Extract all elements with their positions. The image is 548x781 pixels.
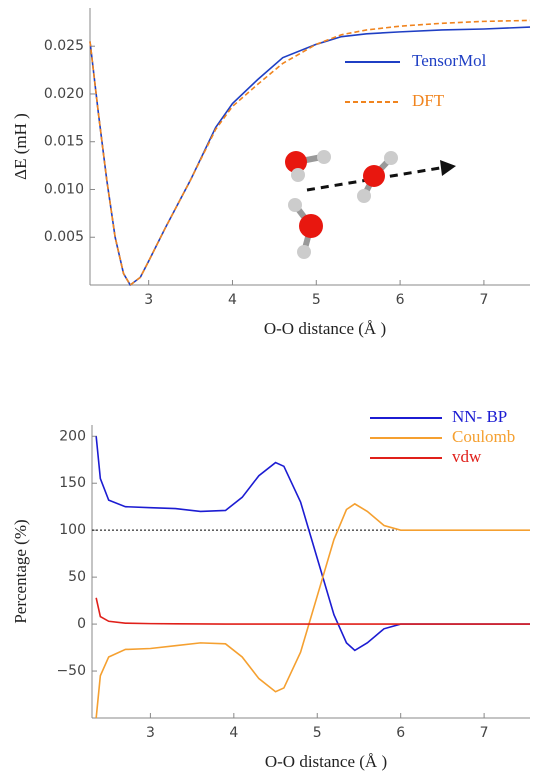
y-tick-label: 0.010 xyxy=(44,181,84,197)
series-line xyxy=(95,436,530,652)
y-tick-label: 0.025 xyxy=(44,38,84,54)
y-tick-label: 0.015 xyxy=(44,134,84,150)
x-tick-label: 5 xyxy=(313,725,322,741)
x-axis-label: O-O distance (Å ) xyxy=(264,319,386,338)
y-tick-label: 50 xyxy=(68,569,86,585)
x-tick-label: 7 xyxy=(480,725,489,741)
y-tick-label: 0 xyxy=(77,616,86,632)
series-line xyxy=(89,19,531,287)
x-tick-label: 5 xyxy=(312,292,321,308)
x-tick-label: 4 xyxy=(229,725,238,741)
series-line xyxy=(95,502,530,719)
x-tick-label: 4 xyxy=(228,292,237,308)
x-tick-label: 3 xyxy=(144,292,153,308)
legend-label: vdw xyxy=(452,447,482,466)
y-axis-label: ΔE (mH ) xyxy=(11,113,30,180)
y-axis-label: Percentage (%) xyxy=(11,519,30,623)
x-tick-label: 6 xyxy=(396,292,405,308)
y-tick-label: 200 xyxy=(59,428,86,444)
legend-label: Coulomb xyxy=(452,427,515,446)
y-tick-label: 150 xyxy=(59,475,86,491)
water-trimer-illustration xyxy=(285,150,456,259)
y-tick-label: −50 xyxy=(56,663,86,679)
y-tick-label: 0.005 xyxy=(44,229,84,245)
x-tick-label: 6 xyxy=(396,725,405,741)
x-axis-label: O-O distance (Å ) xyxy=(265,752,387,771)
legend-label: NN- BP xyxy=(452,407,507,426)
legend-label: DFT xyxy=(412,91,445,110)
series-line xyxy=(95,597,530,625)
x-tick-label: 3 xyxy=(146,725,155,741)
y-tick-label: 100 xyxy=(59,522,86,538)
legend-label: TensorMol xyxy=(412,51,487,70)
x-tick-label: 7 xyxy=(479,292,488,308)
y-tick-label: 0.020 xyxy=(44,86,84,102)
